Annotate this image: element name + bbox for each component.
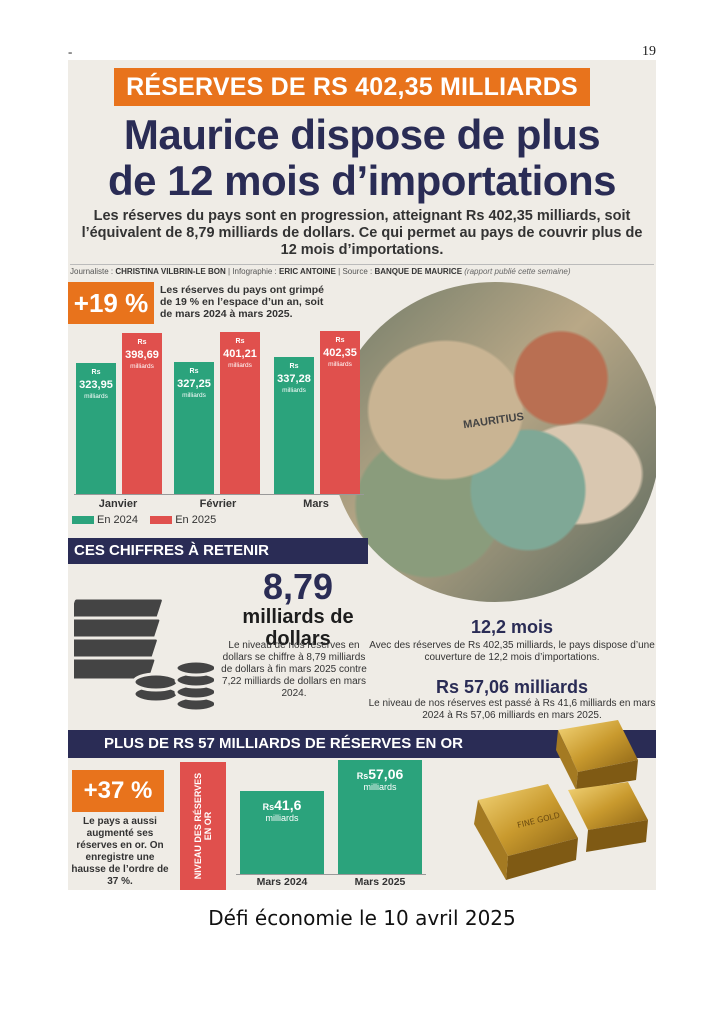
bar-value-label: Rs 401,21 milliards — [220, 332, 260, 372]
legend-swatch-2024 — [72, 516, 94, 525]
bar-value-label: Rs 323,95 milliards — [76, 363, 116, 403]
gold-bar-unit: milliards — [363, 781, 397, 792]
source-note: (rapport publié cette semaine) — [464, 267, 571, 276]
bar-currency: Rs — [289, 363, 299, 371]
bar-value: 402,35 — [323, 347, 357, 360]
headline-line-1: Maurice dispose de plus — [123, 111, 601, 158]
gold-axis-label-box: NIVEAU DES RÉSERVES EN OR — [180, 762, 226, 890]
dollars-value: 8,79 — [262, 566, 334, 607]
page-number: 19 — [642, 44, 656, 59]
bar-value: 327,25 — [177, 377, 211, 390]
bar-currency: Rs — [137, 338, 147, 346]
bar-currency: Rs — [189, 367, 199, 375]
reserves-chart-baseline — [74, 494, 364, 495]
bar-2025-0: Rs 398,69 milliards — [122, 332, 162, 494]
category-label-fevrier: Février — [199, 498, 237, 510]
bar-unit: milliards — [84, 392, 108, 400]
growth-19-note: Les réserves du pays ont grimpé de 19 % … — [160, 284, 324, 320]
bar-2024-1: Rs 327,25 milliards — [174, 361, 214, 494]
gold-bar-currency: Rs — [262, 801, 275, 812]
bar-unit: milliards — [328, 361, 352, 369]
gold-amount-text: Le niveau de nos réserves est passé à Rs… — [368, 698, 656, 721]
bar-currency: Rs — [235, 337, 245, 345]
bar-unit: milliards — [228, 361, 252, 369]
gold-amount-value: Rs 57,06 milliards — [435, 677, 589, 697]
gold-bar-value-label: Rs57,06 milliards — [338, 760, 422, 792]
bar-value: 337,28 — [277, 373, 311, 386]
bar-currency: Rs — [91, 368, 101, 376]
bar-value: 323,95 — [79, 378, 113, 391]
bar-value-label: Rs 398,69 milliards — [122, 333, 162, 373]
category-label-mars: Mars — [303, 498, 329, 510]
legend-label-2025: En 2025 — [175, 514, 217, 526]
gold-growth-badge: +37 % — [72, 770, 164, 812]
bar-2025-2: Rs 402,35 milliards — [320, 331, 360, 494]
gold-category-label-0: Mars 2024 — [256, 876, 308, 888]
banknotes-photo — [330, 282, 656, 602]
bar-value-label: Rs 327,25 milliards — [174, 362, 214, 402]
months-value: 12,2 mois — [470, 617, 554, 637]
bar-2024-2: Rs 337,28 milliards — [274, 357, 314, 494]
headline-banner: RÉSERVES DE RS 402,35 MILLIARDS — [114, 68, 590, 106]
money-stack-icon — [74, 596, 214, 713]
gold-bar-unit: milliards — [265, 812, 299, 823]
bar-value-label: Rs 337,28 milliards — [274, 357, 314, 397]
gold-bar-value-label: Rs41,6 milliards — [240, 791, 324, 823]
bar-2025-1: Rs 401,21 milliards — [220, 331, 260, 494]
growth-19-badge: +19 % — [68, 282, 154, 324]
source-name: BANQUE DE MAURICE — [374, 267, 463, 276]
dollars-unit: milliards de dollars — [242, 606, 354, 650]
bar-value: 401,21 — [223, 347, 257, 360]
article-lede: Les réserves du pays sont en progression… — [81, 208, 643, 258]
page-dash: - — [68, 44, 73, 59]
gold-axis-label: NIVEAU DES RÉSERVES EN OR — [193, 772, 213, 880]
legend-swatch-2025 — [150, 516, 173, 525]
journalist-label: Journaliste : — [70, 267, 114, 276]
gold-bar-currency: Rs — [356, 770, 369, 781]
gold-category-label-1: Mars 2025 — [354, 876, 406, 888]
source-label: Source : — [342, 267, 373, 276]
bar-value-label: Rs 402,35 milliards — [320, 331, 360, 371]
gold-bar-1: Rs57,06 milliards — [338, 759, 422, 874]
key-figures-title: CES CHIFFRES À RETENIR — [68, 538, 368, 564]
dollars-text: Le niveau de nos réserves en dollars se … — [221, 640, 367, 699]
bar-2024-0: Rs 323,95 milliards — [76, 362, 116, 494]
journalist-name: CHRISTINA VILBRIN-LE BON — [115, 267, 226, 276]
gold-bar-value: 57,06 — [368, 765, 404, 782]
category-label-janvier: Janvier — [98, 498, 138, 510]
newspaper-clipping: RÉSERVES DE RS 402,35 MILLIARDS Maurice … — [68, 60, 656, 890]
gold-bar-0: Rs41,6 milliards — [240, 790, 324, 874]
page-caption: Défi économie le 10 avril 2025 — [208, 906, 516, 930]
gold-growth-note: Le pays a aussi augmenté ses réserves en… — [71, 816, 169, 887]
dollars-figure: 8,79 milliards de dollars — [218, 566, 378, 651]
gold-chart-baseline — [236, 874, 426, 875]
article-headline: Maurice dispose de plus de 12 mois d’imp… — [68, 112, 656, 204]
bar-currency: Rs — [335, 337, 345, 345]
bar-unit: milliards — [282, 387, 306, 395]
legend-label-2024: En 2024 — [97, 514, 138, 526]
bar-unit: milliards — [182, 391, 206, 399]
reserves-legend: En 2024 En 2025 — [72, 514, 216, 526]
months-text: Avec des réserves de Rs 402,35 milliards… — [369, 640, 655, 663]
infographic-label: Infographie : — [232, 267, 277, 276]
gold-bars-photo: FINE GOLD — [474, 720, 648, 880]
headline-line-2: de 12 mois d’importations — [108, 157, 616, 204]
bar-value: 398,69 — [125, 348, 159, 361]
infographic-name: ERIC ANTOINE — [279, 267, 336, 276]
credits-line: Journaliste : CHRISTINA VILBRIN-LE BON |… — [70, 264, 654, 276]
gold-bar-value: 41,6 — [274, 796, 302, 813]
bar-unit: milliards — [130, 362, 154, 370]
